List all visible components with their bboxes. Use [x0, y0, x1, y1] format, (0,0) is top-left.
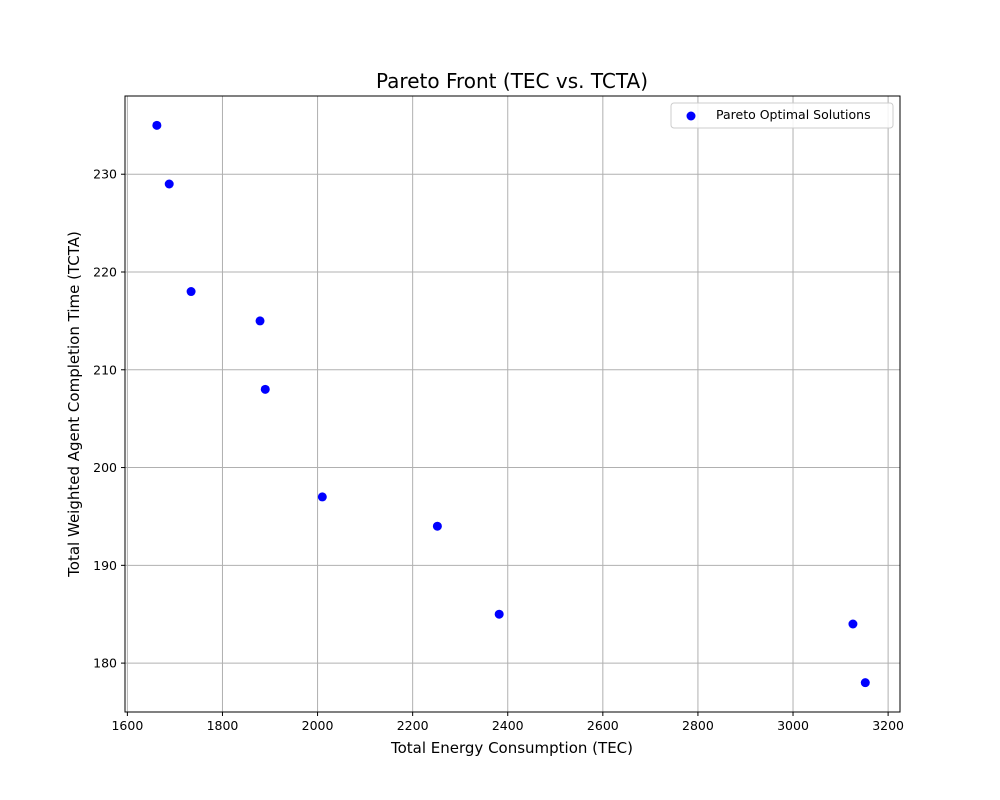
data-point: [255, 316, 265, 326]
legend-marker: [686, 111, 696, 121]
data-point: [164, 179, 174, 189]
y-tick-label: 190: [93, 558, 117, 573]
x-tick-label: 2800: [682, 718, 714, 733]
y-tick-label: 220: [93, 265, 117, 280]
x-tick-label: 2400: [492, 718, 524, 733]
x-tick-label: 2000: [302, 718, 334, 733]
chart-title: Pareto Front (TEC vs. TCTA): [376, 69, 648, 93]
y-tick-label: 210: [93, 362, 117, 377]
x-tick-label: 2200: [397, 718, 429, 733]
x-tick-label: 1800: [207, 718, 239, 733]
x-tick-label: 3200: [872, 718, 904, 733]
data-point: [152, 120, 162, 130]
data-point: [432, 521, 442, 531]
data-point: [186, 287, 196, 297]
data-point: [848, 619, 858, 629]
y-tick-label: 200: [93, 460, 117, 475]
grid-lines: [125, 96, 900, 712]
x-tick-label: 1600: [111, 718, 143, 733]
x-axis-label: Total Energy Consumption (TEC): [390, 739, 633, 757]
legend-frame: [670, 102, 894, 129]
legend-label: Pareto Optimal Solutions: [716, 107, 871, 122]
axis-ticks: 1600 1800 2000 2200 2400 2600 2800 3000 3200 180 1…: [93, 167, 904, 733]
y-tick-label: 230: [93, 167, 117, 182]
data-point: [317, 492, 327, 502]
x-tick-label: 3000: [777, 718, 809, 733]
data-point: [860, 678, 870, 688]
data-point: [494, 609, 504, 619]
y-tick-label: 180: [93, 656, 117, 671]
data-points: [152, 120, 870, 688]
x-tick-label: 2600: [587, 718, 619, 733]
legend: Pareto Optimal Solutions: [670, 102, 894, 129]
plot-frame: [124, 95, 901, 713]
y-axis-label: Total Weighted Agent Completion Time (TC…: [65, 231, 83, 578]
data-point: [260, 384, 270, 394]
